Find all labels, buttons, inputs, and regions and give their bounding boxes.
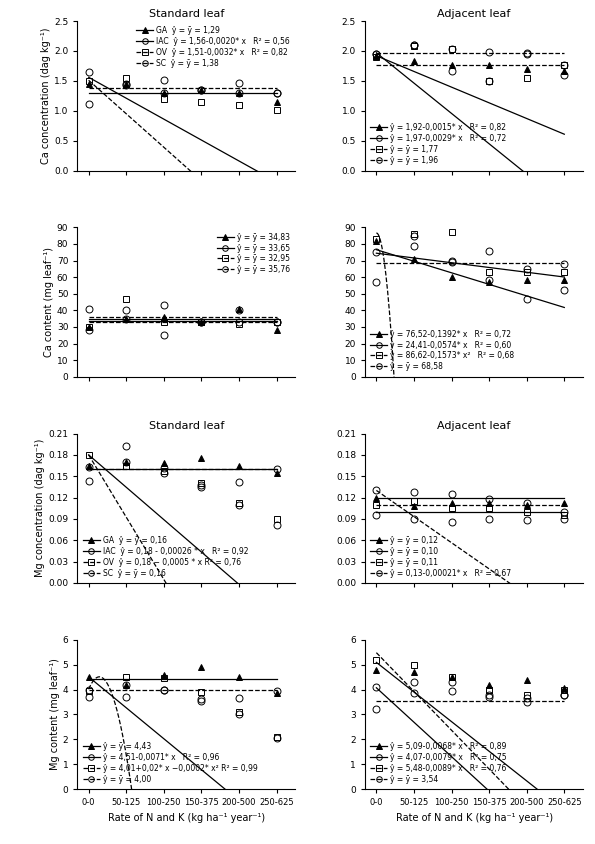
- Legend: ŷ = ȳ = 0,12, ŷ = ȳ = 0,10, ŷ = ȳ = 0,11, ŷ = 0,13-0,00021* x   R² = 0,67: ŷ = ȳ = 0,12, ŷ = ȳ = 0,10, ŷ = ȳ = 0,11…: [369, 534, 513, 579]
- X-axis label: Rate of N and K (kg ha⁻¹ year⁻¹): Rate of N and K (kg ha⁻¹ year⁻¹): [108, 813, 265, 823]
- Y-axis label: Ca concentration (dag kg⁻¹): Ca concentration (dag kg⁻¹): [41, 28, 51, 164]
- Legend: GA  ŷ = ȳ = 0,16, IAC  ŷ = 0,18 - 0,00026 * x   R² = 0,92, OV  ŷ = 0,18 − 0,0005: GA ŷ = ȳ = 0,16, IAC ŷ = 0,18 - 0,00026 …: [81, 534, 249, 579]
- Legend: ŷ = ȳ = 4,43, ŷ = 4,51-0,0071* x   R² = 0,96, ŷ = 4,01+0,02* x −0,0002* x² R² = : ŷ = ȳ = 4,43, ŷ = 4,51-0,0071* x R² = 0,…: [81, 740, 259, 785]
- Title: Adjacent leaf: Adjacent leaf: [437, 9, 511, 19]
- Y-axis label: Mg concentration (dag kg⁻¹): Mg concentration (dag kg⁻¹): [36, 439, 45, 577]
- Title: Standard leaf: Standard leaf: [149, 9, 224, 19]
- Y-axis label: Ca content (mg leaf⁻¹): Ca content (mg leaf⁻¹): [44, 247, 54, 357]
- Y-axis label: Mg content (mg leaf⁻¹): Mg content (mg leaf⁻¹): [50, 658, 60, 771]
- Legend: ŷ = 5,09-0,0068* x   R² = 0,89, ŷ = 4,07-0,0079* x   R² = 0,75, ŷ = 5,48-0,0089*: ŷ = 5,09-0,0068* x R² = 0,89, ŷ = 4,07-0…: [369, 740, 509, 785]
- Legend: ŷ = 1,92-0,0015* x   R² = 0,82, ŷ = 1,97-0,0029* x   R² = 0,72, ŷ = ȳ = 1,77, ŷ : ŷ = 1,92-0,0015* x R² = 0,82, ŷ = 1,97-0…: [369, 122, 508, 167]
- Legend: ŷ = ȳ = 34,83, ŷ = ȳ = 33,65, ŷ = ȳ = 32,95, ŷ = ȳ = 35,76: ŷ = ȳ = 34,83, ŷ = ȳ = 33,65, ŷ = ȳ = 32…: [215, 231, 292, 276]
- Legend: ŷ = 76,52-0,1392* x   R² = 0,72, ŷ = 24,41-0,0574* x   R² = 0,60, ŷ = 86,62-0,15: ŷ = 76,52-0,1392* x R² = 0,72, ŷ = 24,41…: [369, 328, 516, 373]
- Title: Standard leaf: Standard leaf: [149, 421, 224, 431]
- X-axis label: Rate of N and K (kg ha⁻¹ year⁻¹): Rate of N and K (kg ha⁻¹ year⁻¹): [396, 813, 553, 823]
- Title: Adjacent leaf: Adjacent leaf: [437, 421, 511, 431]
- Legend: GA  ŷ = ȳ = 1,29, IAC  ŷ = 1,56-0,0020* x   R² = 0,56, OV  ŷ = 1,51-0,0032* x   : GA ŷ = ȳ = 1,29, IAC ŷ = 1,56-0,0020* x …: [135, 25, 292, 70]
